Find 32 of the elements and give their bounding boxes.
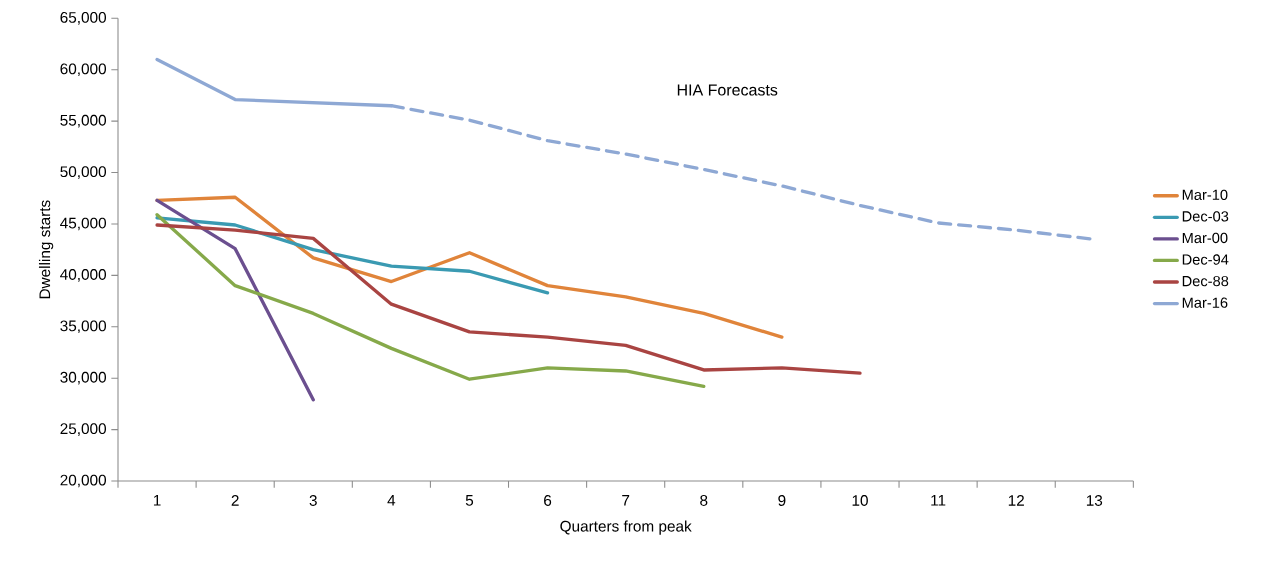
y-tick-label: 60,000	[60, 63, 107, 77]
legend-label: Mar-16	[1182, 297, 1228, 308]
x-tick-label: 6	[544, 495, 552, 506]
legend-label: Mar-10	[1182, 189, 1228, 200]
x-tick-label: 2	[231, 495, 239, 506]
y-tick-label: 20,000	[60, 474, 107, 488]
y-tick-label: 55,000	[60, 114, 107, 128]
x-tick-label: 11	[931, 495, 946, 506]
y-tick-label: 50,000	[60, 166, 107, 179]
x-tick-label: 1	[153, 495, 161, 506]
y-tick-label: 25,000	[60, 423, 107, 436]
legend-label: Dec-94	[1182, 254, 1229, 265]
x-tick-label: 12	[1008, 495, 1024, 506]
x-tick-label: 8	[700, 495, 708, 506]
legend-label: Dec-88	[1182, 275, 1229, 287]
x-tick-label: 13	[1086, 495, 1103, 506]
y-tick-label: 35,000	[60, 320, 107, 334]
y-axis-title: Dwelling starts	[38, 200, 54, 299]
x-tick-label: 4	[387, 495, 396, 506]
annotation: HIA Forecasts	[677, 84, 778, 96]
x-tick-label: 3	[309, 495, 317, 506]
x-tick-label: 9	[778, 495, 786, 506]
y-tick-label: 30,000	[60, 371, 107, 385]
x-tick-label: 7	[622, 495, 630, 506]
legend-label: Mar-00	[1182, 232, 1228, 244]
y-tick-label: 40,000	[60, 269, 107, 282]
y-tick-label: 45,000	[60, 217, 107, 231]
x-tick-label: 10	[852, 495, 868, 506]
y-tick-label: 65,000	[60, 12, 107, 25]
x-axis-title: Quarters from peak	[560, 520, 692, 535]
x-tick-label: 5	[465, 495, 474, 506]
legend-label: Dec-03	[1182, 211, 1229, 222]
